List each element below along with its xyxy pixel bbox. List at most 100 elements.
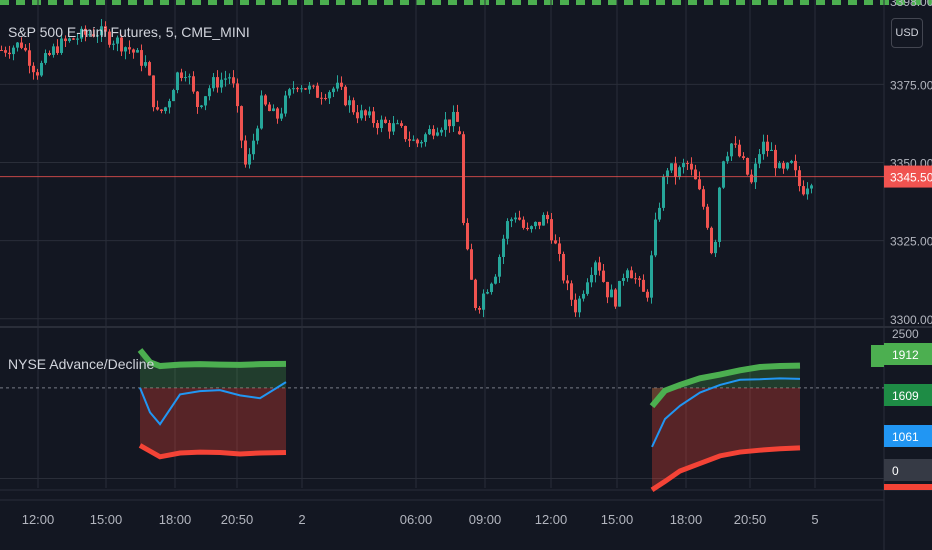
ind-tick-label: 2500 bbox=[892, 327, 919, 341]
top-border-dash bbox=[688, 0, 697, 5]
candle-body bbox=[530, 226, 533, 230]
candle-body bbox=[412, 139, 415, 141]
top-border-dash bbox=[656, 0, 665, 5]
candle-body bbox=[208, 88, 211, 97]
declines-line bbox=[138, 443, 287, 460]
candle-body bbox=[84, 28, 87, 35]
candle-body bbox=[698, 179, 701, 190]
candle-body bbox=[68, 38, 71, 42]
top-border-dash bbox=[256, 0, 265, 5]
candle-body bbox=[718, 187, 721, 242]
candle-body bbox=[324, 98, 327, 100]
ind-value-label: 0 bbox=[892, 464, 899, 478]
candle-body bbox=[56, 46, 59, 53]
candle-body bbox=[734, 143, 737, 145]
candle-body bbox=[348, 100, 351, 106]
top-border-dash bbox=[736, 0, 745, 5]
top-border-dash bbox=[608, 0, 617, 5]
candle-body bbox=[466, 222, 469, 250]
top-border-dash bbox=[704, 0, 713, 5]
candle-body bbox=[32, 65, 35, 73]
candle-body bbox=[654, 219, 657, 256]
candle-body bbox=[622, 278, 625, 281]
candle-body bbox=[766, 141, 769, 151]
candle-body bbox=[602, 270, 605, 282]
candle-body bbox=[272, 108, 275, 112]
top-border-dash bbox=[336, 0, 345, 5]
candle-body bbox=[404, 125, 407, 140]
candle-body bbox=[594, 262, 597, 275]
declines-area bbox=[652, 387, 800, 490]
top-border-dash bbox=[368, 0, 377, 5]
candle-body bbox=[642, 279, 645, 292]
candle-body bbox=[340, 82, 343, 87]
top-border-dash bbox=[512, 0, 521, 5]
top-border-dash bbox=[784, 0, 793, 5]
candle-body bbox=[0, 50, 3, 51]
candle-body bbox=[490, 283, 493, 293]
x-tick-label: 18:00 bbox=[159, 512, 192, 527]
candle-body bbox=[534, 221, 537, 227]
candle-body bbox=[176, 72, 179, 91]
candle-body bbox=[292, 88, 295, 90]
candle-body bbox=[630, 270, 633, 279]
candle-body bbox=[88, 34, 91, 36]
top-border-dash bbox=[48, 0, 57, 5]
x-tick-label: 20:50 bbox=[221, 512, 254, 527]
candle-body bbox=[300, 88, 303, 90]
candle-body bbox=[380, 119, 383, 129]
top-border-dash bbox=[432, 0, 441, 5]
candle-body bbox=[714, 241, 717, 254]
candle-body bbox=[452, 111, 455, 127]
candle-body bbox=[436, 132, 439, 136]
top-border-dash bbox=[80, 0, 89, 5]
candle-body bbox=[514, 217, 517, 220]
candle-body bbox=[470, 249, 473, 280]
candle-body bbox=[132, 49, 135, 53]
candle-body bbox=[420, 142, 423, 144]
candle-body bbox=[506, 221, 509, 239]
candle-body bbox=[590, 274, 593, 283]
candle-body bbox=[486, 292, 489, 294]
candle-body bbox=[144, 62, 147, 66]
top-border-dash bbox=[384, 0, 393, 5]
top-border-dash bbox=[240, 0, 249, 5]
candle-body bbox=[566, 280, 569, 284]
candle-body bbox=[148, 62, 151, 76]
top-border-dash bbox=[304, 0, 313, 5]
candle-body bbox=[710, 227, 713, 254]
candle-body bbox=[216, 77, 219, 88]
top-border-dash bbox=[144, 0, 153, 5]
top-border-dash bbox=[544, 0, 553, 5]
candle-body bbox=[356, 112, 359, 119]
candle-body bbox=[582, 293, 585, 299]
candle-body bbox=[786, 162, 789, 169]
candle-body bbox=[790, 160, 793, 163]
candle-body bbox=[232, 77, 235, 84]
top-border-dash bbox=[464, 0, 473, 5]
candle-body bbox=[248, 154, 251, 165]
candle-body bbox=[24, 47, 27, 51]
candle-body bbox=[12, 47, 15, 55]
candle-body bbox=[236, 83, 239, 107]
candle-body bbox=[798, 170, 801, 187]
candle-body bbox=[100, 26, 103, 36]
candle-body bbox=[794, 160, 797, 171]
candle-body bbox=[758, 154, 761, 164]
candle-body bbox=[344, 86, 347, 106]
x-tick-label: 20:50 bbox=[734, 512, 767, 527]
top-border-dash bbox=[112, 0, 121, 5]
top-border-dash bbox=[208, 0, 217, 5]
top-border-dash bbox=[768, 0, 777, 5]
candle-body bbox=[754, 163, 757, 183]
top-border-dash bbox=[624, 0, 633, 5]
candle-body bbox=[726, 156, 729, 162]
candle-body bbox=[276, 108, 279, 119]
candle-body bbox=[104, 26, 107, 32]
candle-body bbox=[646, 291, 649, 298]
top-border-dash bbox=[448, 0, 457, 5]
candle-body bbox=[498, 256, 501, 277]
currency-button[interactable]: USD bbox=[891, 18, 923, 48]
candle-body bbox=[364, 110, 367, 116]
